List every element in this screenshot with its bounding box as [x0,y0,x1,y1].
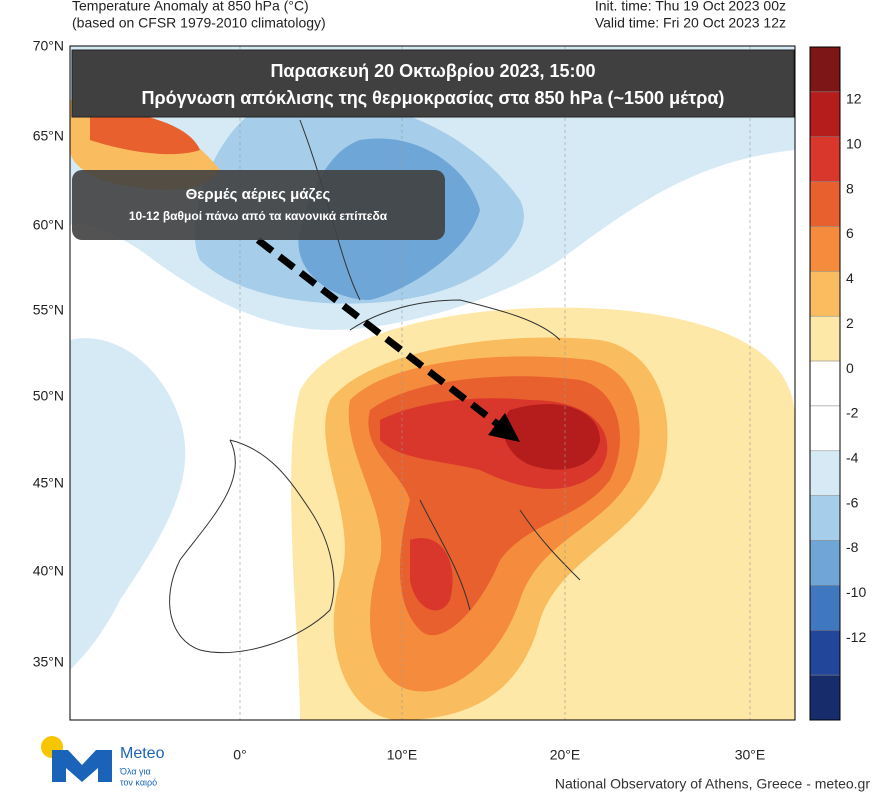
arrow-line [255,237,503,429]
logo-tagline: τον καιρό [120,777,157,787]
annotation-text: 10-12 βαθμοί πάνω από τα κανονικά επίπεδ… [129,209,388,223]
warm-6 [502,404,600,470]
header-subtitle: (based on CFSR 1979-2010 climatology) [72,15,326,31]
lat-label: 35°N [33,654,64,670]
colorbar-label: -6 [846,494,859,510]
colorbar-bin [809,674,841,721]
colorbar-bin [809,136,841,182]
lon-label: 0° [233,747,246,763]
colorbar-bin [809,271,841,317]
arrow-head [488,413,520,442]
colorbar-bin [809,181,841,227]
colorbar-frame [809,46,841,721]
logo: Meteo Όλα για τον καιρό [41,736,165,787]
lon-label: 30°E [735,747,766,763]
colorbar-bin [809,585,841,631]
valid-time: Valid time: Fri 20 Oct 2023 12z [595,15,786,31]
lat-label: 45°N [33,475,64,491]
colorbar-bin [809,91,841,137]
colorbar-bin [809,540,841,586]
colorbar-bin [809,630,841,676]
colorbar-bin [809,450,841,496]
lat-label: 50°N [33,388,64,404]
colorbar-label: -8 [846,539,859,555]
colorbar-label: -4 [846,450,859,466]
lat-label: 65°N [33,128,64,144]
cool-atlantic [70,338,186,670]
lat-label: 55°N [33,302,64,318]
map-field [70,46,795,720]
colorbar-bin [809,226,841,272]
banner-box [71,49,795,118]
banner-line1: Παρασκευή 20 Οκτωβρίου 2023, 15:00 [270,61,595,81]
colorbar-label: 0 [846,360,854,376]
colorbar-bin [809,315,841,362]
header-title: Temperature Anomaly at 850 hPa (°C) [72,0,309,14]
lat-label: 60°N [33,217,64,233]
colorbar-label: -10 [846,584,866,600]
init-time: Init. time: Thu 19 Oct 2023 00z [595,0,786,14]
lat-label: 70°N [33,38,64,54]
warm-italy [410,538,453,611]
colorbar-bin [809,46,841,93]
graticule [239,46,751,720]
lon-label: 10°E [387,747,418,763]
lat-label: 40°N [33,563,64,579]
colorbar-label: 10 [846,135,862,151]
colorbar-bin [809,360,841,407]
warm-north-core [90,110,200,155]
colorbar-bin [809,405,841,452]
footer: National Observatory of Athens, Greece -… [555,776,870,792]
colorbar-bin [809,495,841,541]
logo-mark [52,750,112,782]
annotation-box [72,170,445,240]
colorbar-label: 6 [846,225,854,241]
colorbar-label: -2 [846,405,859,421]
logo-name: Meteo [120,745,165,762]
banner-line2: Πρόγνωση απόκλισης της θερμοκρασίας στα … [142,88,725,108]
colorbar-label: 8 [846,180,854,196]
lon-label: 20°E [550,747,581,763]
colorbar-label: -12 [846,629,866,645]
logo-tagline: Όλα για [119,766,151,776]
map-frame [69,45,796,721]
colorbar-label: 4 [846,270,854,286]
annotation-title: Θερμές αέριες μάζες [186,186,331,203]
colorbar-label: 2 [846,315,854,331]
colorbar-label: 12 [846,91,862,107]
